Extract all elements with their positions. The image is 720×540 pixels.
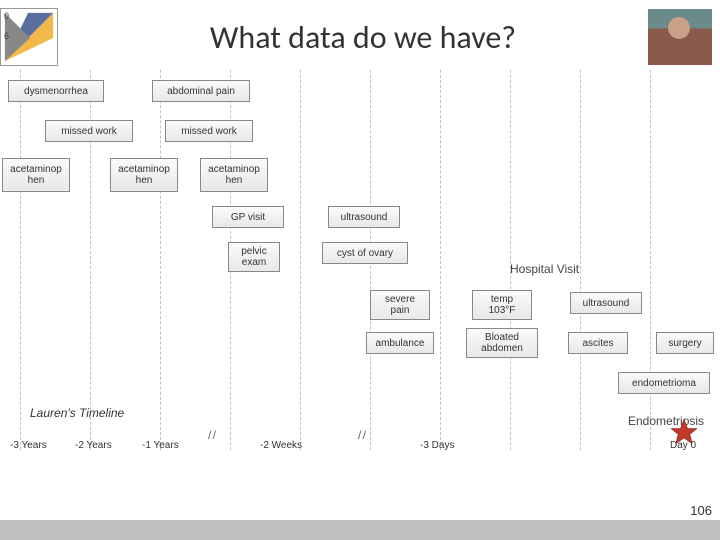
page-number: 106 (690, 503, 712, 518)
event-box: endometrioma (618, 372, 710, 394)
timeline-tick: -2 Weeks (260, 440, 302, 451)
event-box: missed work (45, 120, 133, 142)
grid-line (20, 70, 21, 450)
axis-break: / / (358, 428, 365, 442)
event-box: ultrasound (328, 206, 400, 228)
footer-bar (0, 520, 720, 540)
event-box: abdominal pain (152, 80, 250, 102)
event-box: severe pain (370, 290, 430, 320)
timeline-tick: -3 Years (10, 440, 47, 451)
event-box: cyst of ovary (322, 242, 408, 264)
timeline-tick: -1 Years (142, 440, 179, 451)
event-box: acetaminop hen (110, 158, 178, 192)
event-box: acetaminop hen (2, 158, 70, 192)
event-box: ambulance (366, 332, 434, 354)
event-box: Bloated abdomen (466, 328, 538, 358)
corner-num-top: 0 (4, 11, 9, 21)
timeline-canvas: dysmenorrhea abdominal pain missed work mis… (0, 70, 720, 470)
grid-line (580, 70, 581, 450)
event-box: ascites (568, 332, 628, 354)
timeline-title: Lauren's Timeline (30, 406, 124, 420)
section-label: Hospital Visit (510, 262, 579, 276)
grid-line (510, 70, 511, 450)
grid-line (440, 70, 441, 450)
timeline-tick: -2 Years (75, 440, 112, 451)
axis-break: / / (208, 428, 215, 442)
event-box: acetaminop hen (200, 158, 268, 192)
event-box: dysmenorrhea (8, 80, 104, 102)
event-box: pelvic exam (228, 242, 280, 272)
event-box: GP visit (212, 206, 284, 228)
event-box: temp 103°F (472, 290, 532, 320)
grid-line (300, 70, 301, 450)
logo: 0 6 (0, 8, 58, 66)
patient-photo (648, 9, 712, 65)
grid-line (160, 70, 161, 450)
diagnosis-star-icon (670, 418, 698, 446)
event-box: ultrasound (570, 292, 642, 314)
corner-num-bot: 6 (4, 31, 9, 41)
page-title: What data do we have? (78, 18, 648, 57)
event-box: surgery (656, 332, 714, 354)
timeline-tick: -3 Days (420, 440, 454, 451)
event-box: missed work (165, 120, 253, 142)
